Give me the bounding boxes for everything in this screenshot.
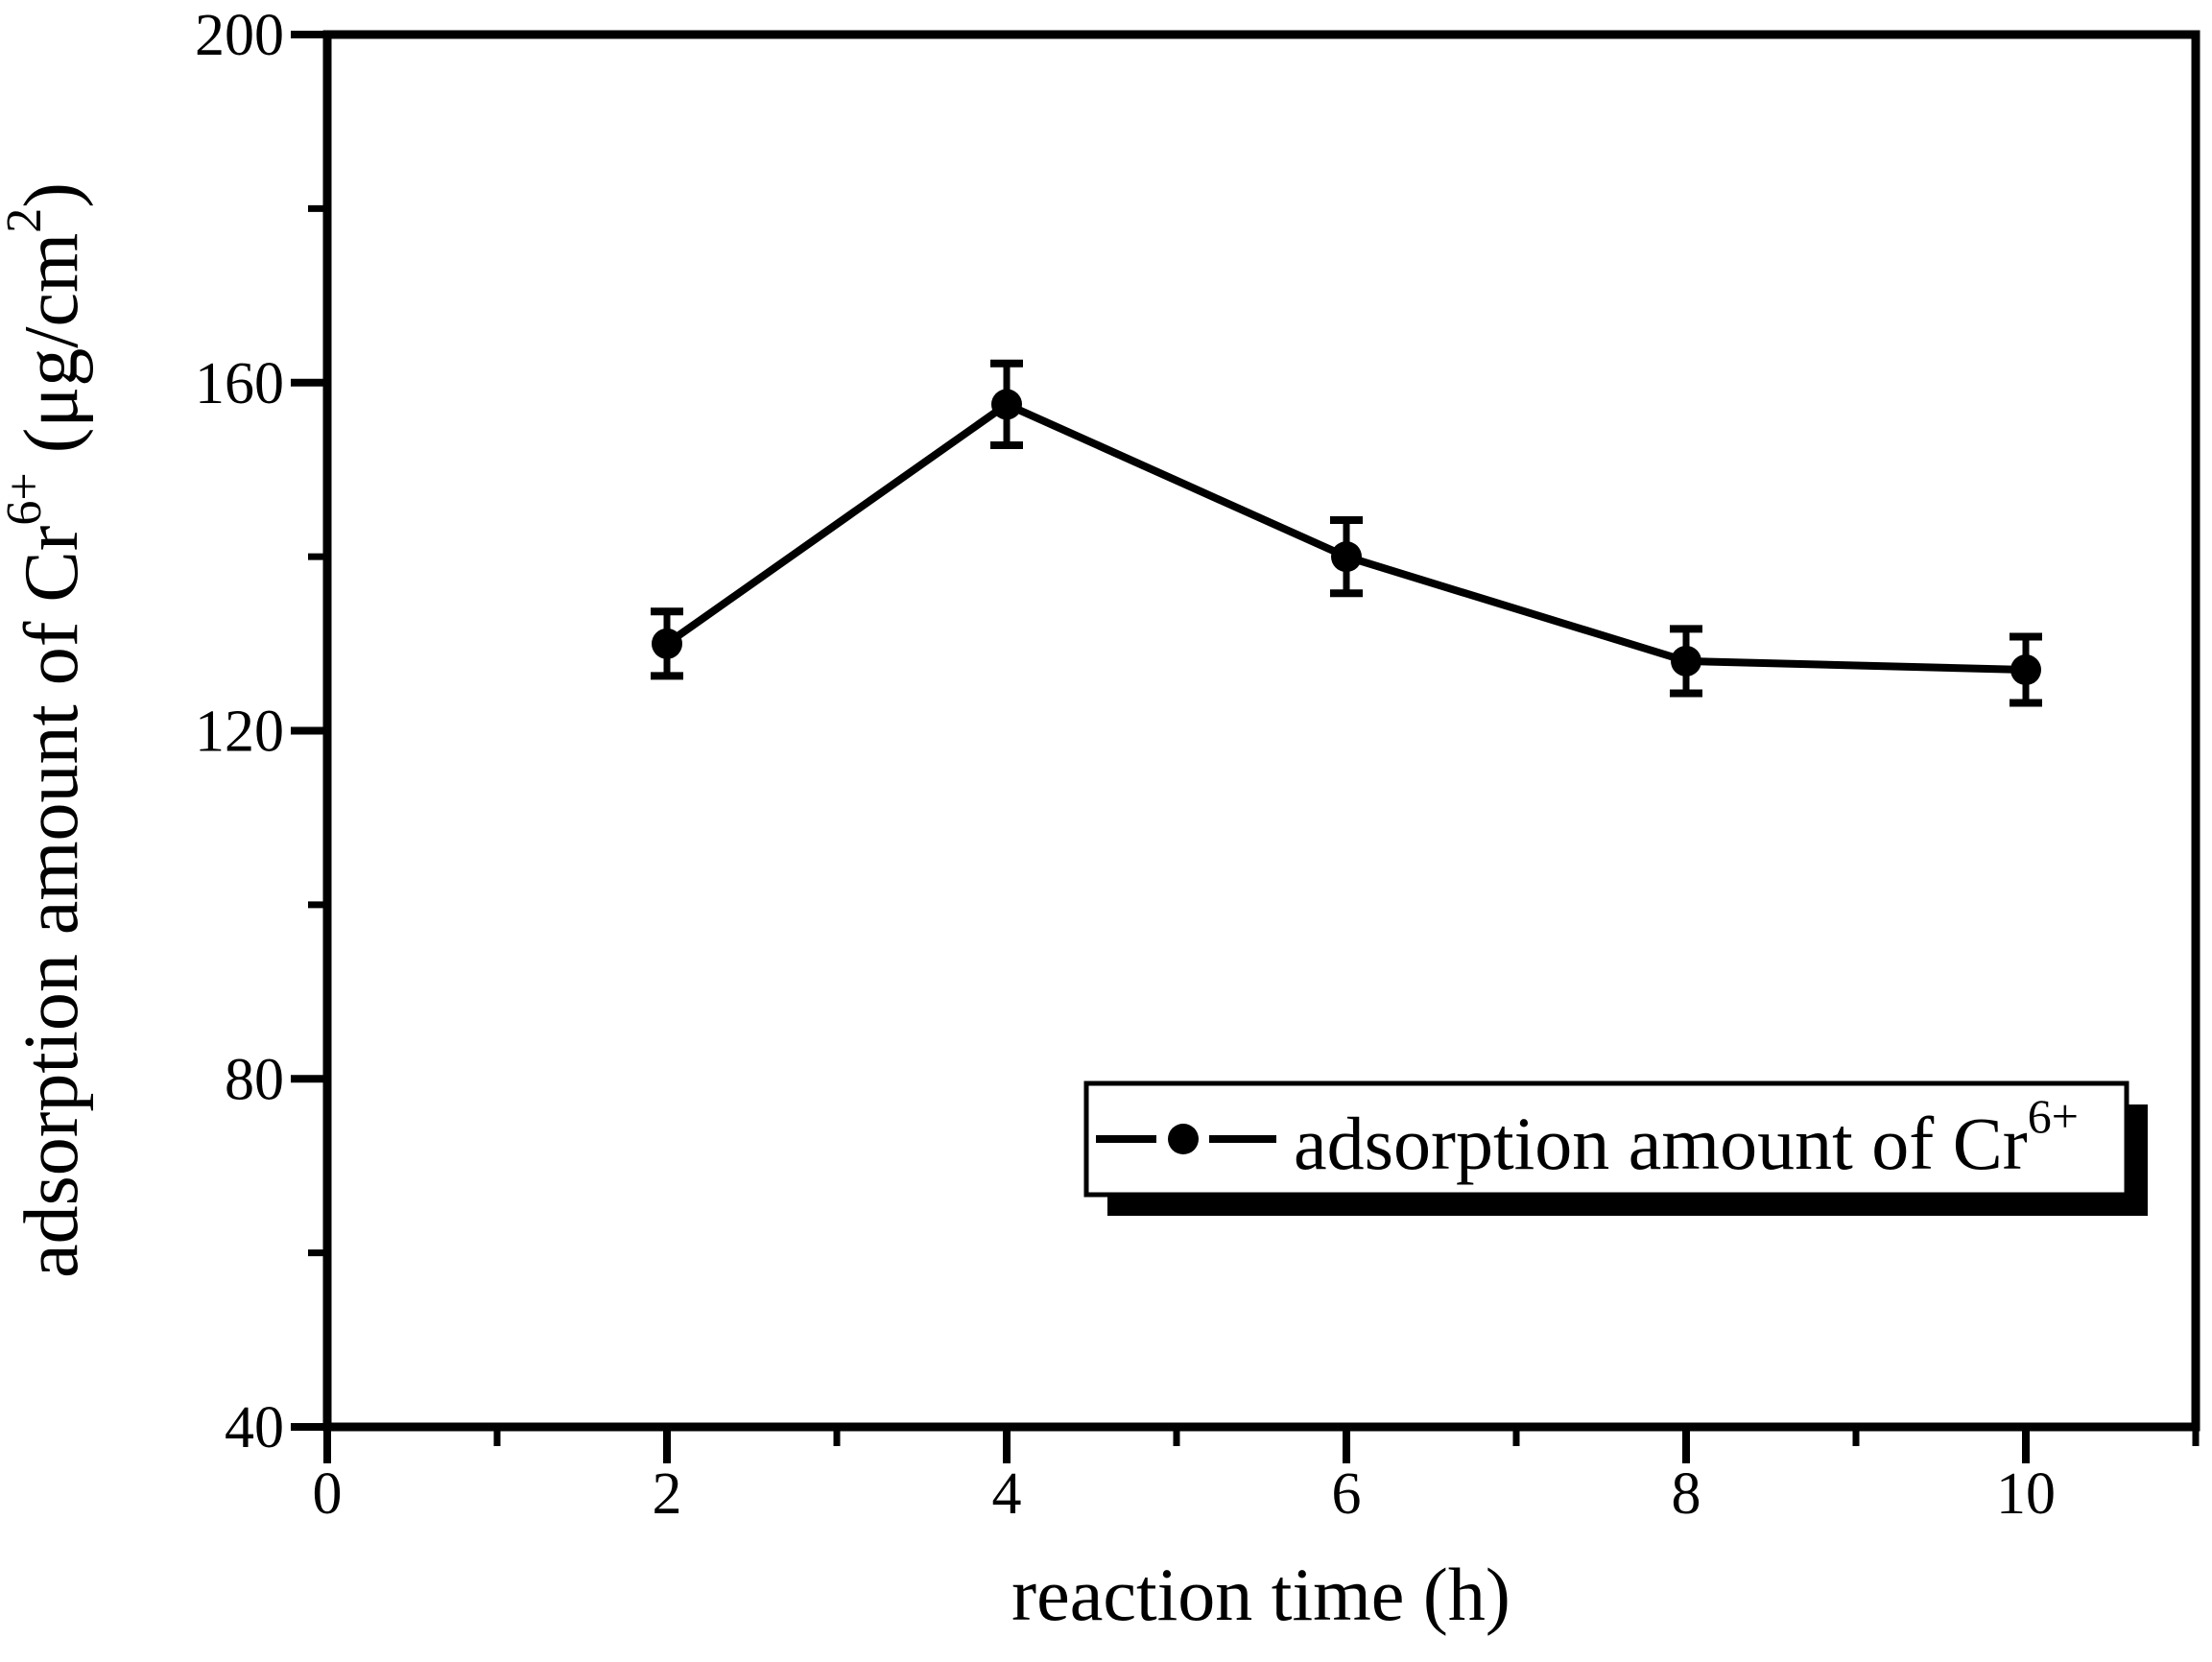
data-point-marker <box>991 389 1022 420</box>
legend-marker-sample <box>1168 1124 1199 1154</box>
y-axis-title-part: (μg/cm <box>10 233 94 473</box>
legend-label: adsorption amount of Cr6+ <box>1294 1089 2079 1185</box>
y-axis-title-part: ) <box>10 182 94 208</box>
x-tick-label: 0 <box>313 1461 343 1527</box>
y-tick-label: 40 <box>225 1395 284 1460</box>
x-tick-label: 2 <box>653 1461 682 1527</box>
data-point-marker <box>2010 654 2041 686</box>
data-point-marker <box>1331 541 1362 573</box>
y-axis-title-superscript: 6+ <box>0 472 52 525</box>
data-point-marker <box>1671 645 1701 677</box>
x-tick-label: 4 <box>992 1461 1022 1527</box>
y-axis-title-part: adsorption amount of Cr <box>10 526 94 1278</box>
y-tick-label: 80 <box>225 1047 284 1112</box>
y-tick-label: 120 <box>195 700 284 765</box>
y-tick-label: 160 <box>195 351 284 416</box>
y-axis-title: adsorption amount of Cr6+ (μg/cm2) <box>0 182 94 1278</box>
x-axis-title: reaction time (h) <box>1011 1553 1510 1636</box>
legend-label-part: adsorption amount of Cr <box>1294 1102 2028 1185</box>
y-tick-label: 200 <box>195 3 284 68</box>
legend-label-superscript: 6+ <box>2028 1089 2079 1143</box>
data-point-marker <box>652 628 682 659</box>
x-tick-label: 6 <box>1332 1461 1362 1527</box>
x-tick-label: 8 <box>1672 1461 1701 1527</box>
x-tick-label: 10 <box>1996 1461 2056 1527</box>
y-axis-title-superscript: 2 <box>0 208 52 233</box>
